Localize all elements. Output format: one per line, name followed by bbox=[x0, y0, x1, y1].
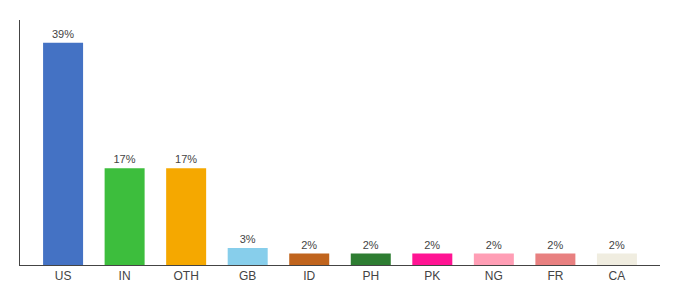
svg-text:IN: IN bbox=[119, 269, 131, 283]
svg-text:NG: NG bbox=[485, 269, 503, 283]
svg-text:FR: FR bbox=[547, 269, 563, 283]
svg-text:PH: PH bbox=[362, 269, 379, 283]
svg-text:2%: 2% bbox=[363, 239, 379, 251]
svg-text:CA: CA bbox=[609, 269, 626, 283]
svg-text:17%: 17% bbox=[175, 153, 197, 165]
svg-text:2%: 2% bbox=[301, 239, 317, 251]
svg-text:GB: GB bbox=[239, 269, 256, 283]
svg-text:2%: 2% bbox=[547, 239, 563, 251]
svg-text:2%: 2% bbox=[424, 239, 440, 251]
svg-text:PK: PK bbox=[424, 269, 440, 283]
svg-text:39%: 39% bbox=[52, 28, 74, 40]
svg-text:OTH: OTH bbox=[173, 269, 198, 283]
svg-text:17%: 17% bbox=[114, 153, 136, 165]
svg-text:2%: 2% bbox=[486, 239, 502, 251]
svg-text:ID: ID bbox=[303, 269, 315, 283]
svg-text:2%: 2% bbox=[609, 239, 625, 251]
svg-text:US: US bbox=[55, 269, 72, 283]
svg-text:3%: 3% bbox=[240, 233, 256, 245]
